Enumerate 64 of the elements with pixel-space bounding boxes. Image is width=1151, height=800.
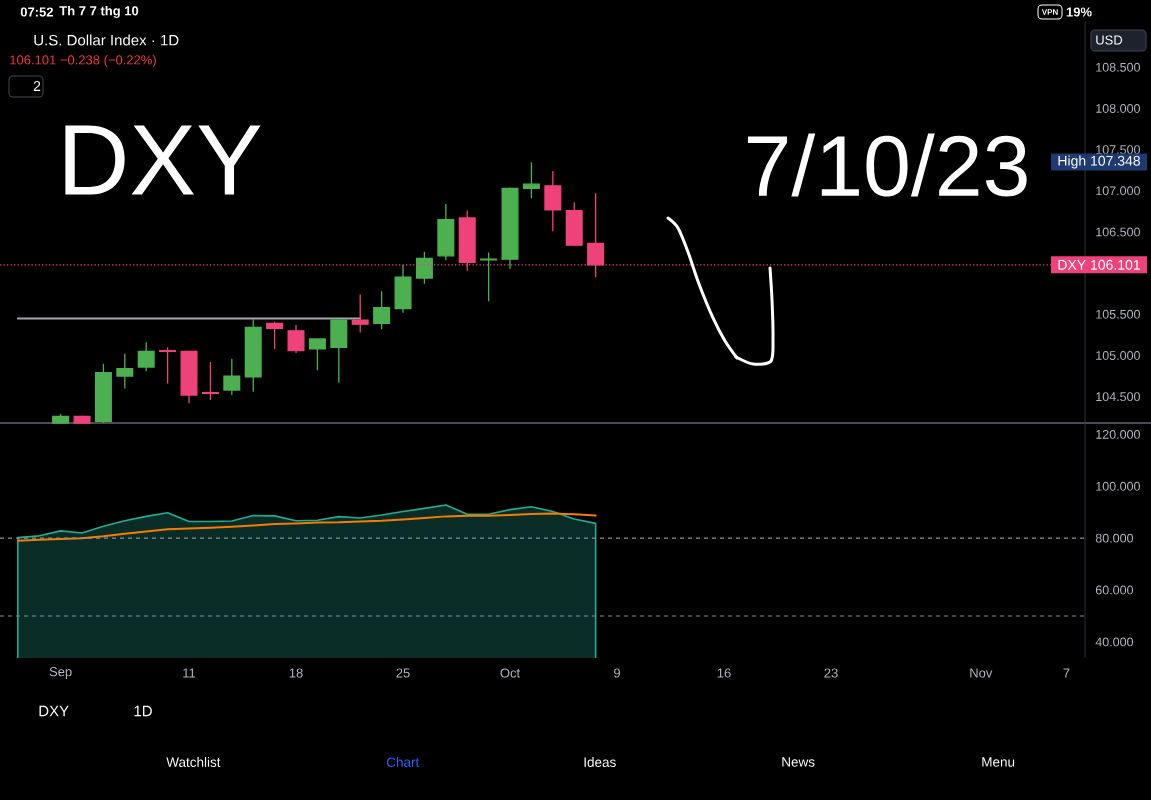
y-tick-label: 107.000: [1096, 186, 1140, 196]
y-tick-label: 108.000: [1096, 104, 1140, 113]
text: DXY: [39, 705, 69, 717]
candlestick: [180, 350, 198, 404]
candlestick: [330, 318, 348, 384]
candlestick: [415, 251, 433, 285]
candlestick: [137, 341, 155, 372]
y-tick-label: 105.000: [1096, 351, 1140, 360]
y-tick-label: 120.000: [1096, 429, 1140, 439]
y-tick-label: 108.500: [1096, 62, 1140, 72]
candlestick: [73, 414, 91, 424]
x-tick-label: 16: [717, 668, 731, 678]
text: 106.101 −0.238 (−0.22%): [10, 54, 156, 68]
text: Ideas: [584, 757, 616, 767]
candlestick: [223, 358, 241, 396]
text: 07:52: [20, 7, 53, 17]
annotation: 2: [33, 81, 41, 91]
y-tick-label: 40.000: [1095, 637, 1134, 647]
x-tick-label: 25: [396, 668, 410, 678]
x-tick-label: 11: [183, 668, 196, 678]
text: U.S. Dollar Index · 1D: [34, 34, 179, 46]
x-tick-label: 9: [614, 668, 621, 678]
candlestick: [501, 186, 519, 270]
text: Watchlist: [166, 757, 221, 767]
candlestick: [480, 251, 498, 302]
candlestick: [94, 363, 112, 424]
y-tick-label: 105.500: [1096, 309, 1140, 319]
x-tick-label: 7: [1063, 668, 1070, 678]
annotation: 7/10/23: [747, 133, 1027, 197]
x-tick-label: Sep: [49, 667, 72, 679]
y-tick-label: 60.000: [1095, 585, 1134, 595]
text: Menu: [982, 757, 1015, 767]
candlestick: [437, 203, 455, 261]
text: USD: [1096, 35, 1123, 45]
x-tick-label: 23: [824, 668, 838, 678]
y-tick-label: 104.500: [1096, 392, 1140, 402]
x-tick-label: 18: [289, 668, 303, 678]
candlestick: [52, 413, 70, 424]
text: Chart: [386, 757, 420, 767]
candlestick: [373, 290, 391, 330]
candlestick: [287, 324, 305, 354]
candlestick: [544, 170, 562, 232]
text: VPN: [1041, 9, 1058, 15]
candlestick: [308, 338, 326, 371]
text: Th 7 7 thg 10: [59, 5, 139, 19]
x-tick-label: Oct: [500, 668, 521, 678]
text: News: [782, 757, 815, 767]
y-tick-label: 106.500: [1096, 227, 1140, 237]
y-tick-label: 100.000: [1096, 481, 1140, 491]
annotation: High 107.348: [1058, 155, 1141, 169]
candlestick: [244, 318, 262, 393]
ref-line-label: DXY 106.101: [1058, 259, 1140, 270]
annotation: DXY: [65, 125, 261, 195]
line-series: [16, 512, 597, 542]
text: 1D: [134, 705, 152, 717]
candlestick: [266, 321, 284, 350]
y-tick-label: 80.000: [1095, 533, 1134, 543]
y-tick-label: 107.500: [1096, 145, 1140, 155]
candlestick: [116, 353, 134, 390]
text: 19%: [1066, 7, 1092, 17]
candlestick: [351, 293, 369, 334]
candlestick: [394, 264, 412, 314]
x-tick-label: Nov: [970, 668, 993, 678]
candlestick: [565, 201, 583, 247]
